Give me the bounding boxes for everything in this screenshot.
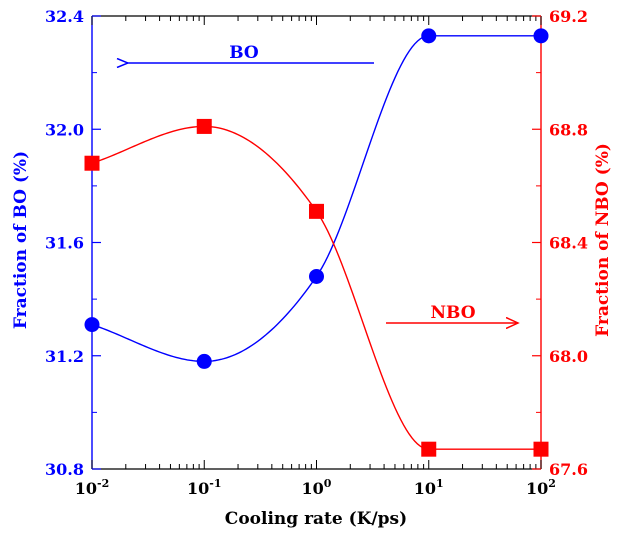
bo-annotation: BO	[127, 43, 374, 63]
x-axis-title: Cooling rate (K/ps)	[225, 509, 407, 529]
x-tick-label: 100	[302, 477, 332, 498]
y-axis-left-title: Fraction of BO (%)	[11, 151, 31, 329]
y-left-tick-label: 30.8	[45, 460, 84, 479]
y-right-tick-label: 69.2	[549, 7, 588, 26]
bo-data-point	[309, 268, 324, 284]
y-axis-right-title: Fraction of NBO (%)	[593, 143, 613, 337]
y-left-tick-label: 32.4	[45, 7, 84, 26]
tick-labels: 30.8 31.2 31.6 32.0 32.4 67.6 68.0 68.4 68.8 69.2…	[45, 7, 588, 498]
nbo-data-point	[84, 155, 100, 171]
bo-data-point	[84, 317, 100, 333]
bo-data-point	[533, 28, 549, 44]
series-curves	[91, 35, 541, 450]
nbo-data-point	[196, 118, 212, 134]
x-tick-label: 102	[526, 477, 556, 498]
nbo-annotation-label: NBO	[430, 303, 475, 323]
bo-data-point	[196, 353, 212, 369]
x-tick-label: 101	[414, 477, 444, 498]
plot-frame	[91, 15, 542, 470]
axis-ticks	[91, 15, 542, 470]
y-left-tick-label: 31.2	[45, 347, 84, 366]
x-tick-label: 10-2	[75, 477, 110, 498]
y-right-tick-label: 68.8	[549, 120, 588, 139]
y-right-tick-label: 68.0	[549, 347, 588, 366]
y-left-tick-label: 31.6	[45, 234, 84, 253]
nbo-data-point	[421, 441, 437, 457]
nbo-data-point	[533, 441, 549, 457]
y-right-tick-label: 67.6	[549, 460, 588, 479]
x-tick-label: 10-1	[187, 477, 222, 498]
nbo-annotation: NBO	[386, 303, 518, 323]
bo-annotation-label: BO	[229, 43, 259, 63]
bo-data-point	[421, 28, 437, 44]
y-right-tick-label: 68.4	[549, 234, 588, 253]
series-markers	[84, 28, 549, 457]
y-left-tick-label: 32.0	[45, 120, 84, 139]
nbo-series-line	[91, 125, 541, 450]
nbo-data-point	[309, 203, 324, 219]
